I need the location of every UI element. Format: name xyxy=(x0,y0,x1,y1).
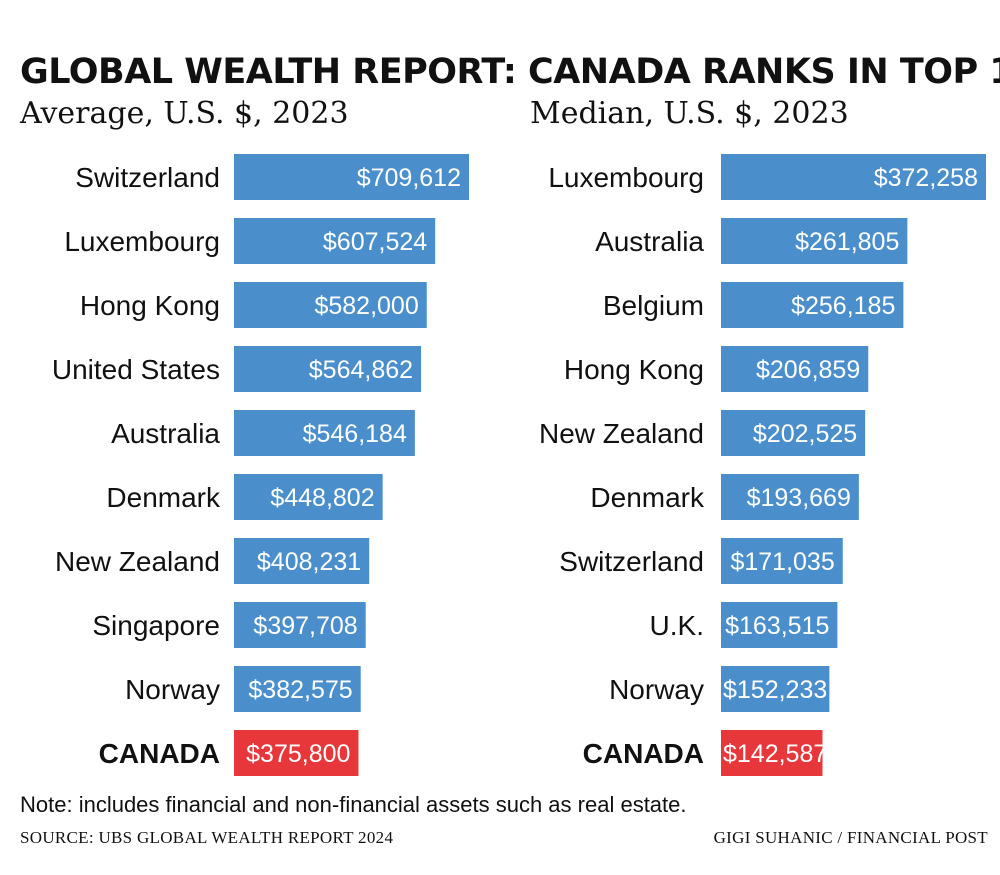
median-country-label: CANADA xyxy=(583,738,704,769)
avg-country-label: New Zealand xyxy=(55,546,220,577)
avg-bar-australia xyxy=(234,410,415,456)
median-country-label: Hong Kong xyxy=(564,354,704,385)
avg-country-label: Australia xyxy=(111,418,220,449)
median-bar-switzerland xyxy=(721,538,843,584)
avg-country-label: Luxembourg xyxy=(64,226,220,257)
avg-bar-canada xyxy=(234,730,359,776)
avg-bar-new-zealand xyxy=(234,538,370,584)
median-value-label: $261,805 xyxy=(795,228,899,256)
median-country-label: Norway xyxy=(609,674,704,705)
median-value-label: $256,185 xyxy=(791,292,895,320)
median-country-label: Denmark xyxy=(590,482,705,513)
median-value-label: $171,035 xyxy=(730,548,834,576)
avg-bar-denmark xyxy=(234,474,383,520)
chart-title: GLOBAL WEALTH REPORT: CANADA RANKS IN TO… xyxy=(20,52,1000,92)
avg-country-label: Hong Kong xyxy=(80,290,220,321)
median-country-label: New Zealand xyxy=(539,418,704,449)
median-bar-belgium xyxy=(721,282,904,328)
avg-value-label: $408,231 xyxy=(257,548,361,576)
avg-country-label: Denmark xyxy=(106,482,221,513)
avg-bar-luxembourg xyxy=(234,218,436,264)
author-credit: GIGI SUHANIC / FINANCIAL POST xyxy=(713,828,988,847)
avg-bar-hong-kong xyxy=(234,282,427,328)
right-chart-subtitle: Median, U.S. $, 2023 xyxy=(530,96,849,131)
median-value-label: $142,587 xyxy=(723,740,827,768)
source-credit: SOURCE: UBS GLOBAL WEALTH REPORT 2024 xyxy=(20,828,394,847)
median-value-label: $206,859 xyxy=(756,356,860,384)
median-country-label: Belgium xyxy=(603,290,704,321)
avg-value-label: $564,862 xyxy=(309,356,413,384)
average-wealth-chart: Switzerland $709,612 Luxembourg $607,524 Hon… xyxy=(52,154,469,776)
median-value-label: $152,233 xyxy=(723,676,827,704)
median-country-label: Switzerland xyxy=(559,546,704,577)
avg-bar-switzerland xyxy=(234,154,469,200)
median-bar-new-zealand xyxy=(721,410,866,456)
median-bar-hong-kong xyxy=(721,346,869,392)
chart-note: Note: includes financial and non-financi… xyxy=(20,792,687,817)
median-bar-denmark xyxy=(721,474,859,520)
avg-value-label: $448,802 xyxy=(270,484,374,512)
avg-value-label: $582,000 xyxy=(314,292,418,320)
median-country-label: Australia xyxy=(595,226,704,257)
avg-bar-united-states xyxy=(234,346,422,392)
avg-value-label: $382,575 xyxy=(248,676,352,704)
avg-value-label: $709,612 xyxy=(357,164,461,192)
median-bar-canada xyxy=(721,730,823,776)
avg-country-label: Singapore xyxy=(92,610,220,641)
left-chart-subtitle: Average, U.S. $, 2023 xyxy=(20,96,349,131)
median-value-label: $193,669 xyxy=(747,484,851,512)
avg-country-label: Norway xyxy=(125,674,220,705)
avg-bar-singapore xyxy=(234,602,366,648)
avg-country-label: Switzerland xyxy=(75,162,220,193)
avg-country-label: CANADA xyxy=(99,738,220,769)
median-country-label: U.K. xyxy=(650,610,704,641)
median-country-label: Luxembourg xyxy=(548,162,704,193)
median-value-label: $163,515 xyxy=(725,612,829,640)
median-wealth-chart: Luxembourg $372,258 Australia $261,805 Belgi… xyxy=(539,154,986,776)
avg-value-label: $375,800 xyxy=(246,740,350,768)
avg-bar-norway xyxy=(234,666,361,712)
median-bar-australia xyxy=(721,218,908,264)
median-value-label: $372,258 xyxy=(874,164,978,192)
median-bar-luxembourg xyxy=(721,154,986,200)
avg-value-label: $546,184 xyxy=(303,420,407,448)
avg-value-label: $397,708 xyxy=(253,612,357,640)
avg-value-label: $607,524 xyxy=(323,228,427,256)
median-bar-norway xyxy=(721,666,830,712)
avg-country-label: United States xyxy=(52,354,220,385)
median-value-label: $202,525 xyxy=(753,420,857,448)
median-bar-u-k xyxy=(721,602,838,648)
